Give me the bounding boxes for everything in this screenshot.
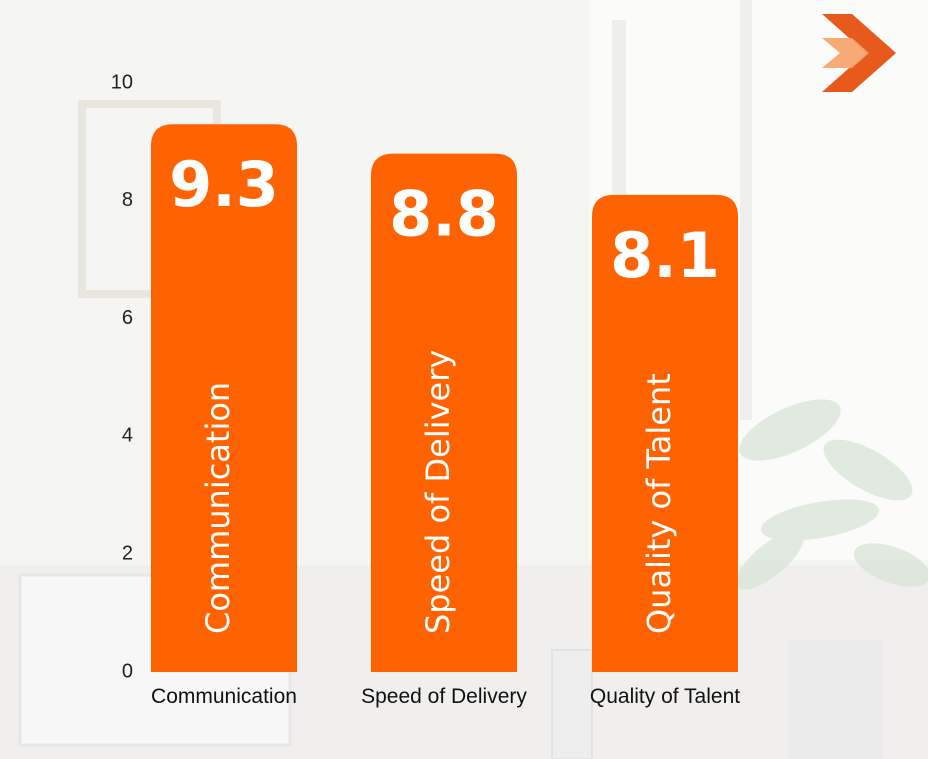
y-tick-label: 2: [122, 542, 133, 564]
y-tick-label: 10: [111, 71, 133, 93]
bars-group: 9.3 Communication 8.8 Speed of Delivery 8.1 Q…: [151, 124, 738, 673]
bar-category-label: Quality of Talent: [640, 373, 678, 634]
y-tick-label: 4: [122, 425, 133, 447]
bar-value-label: 8.8: [389, 178, 499, 251]
bar-value-label: 8.1: [610, 219, 720, 292]
bar: [371, 153, 517, 672]
bar-category-label: Communication: [199, 382, 237, 634]
x-tick-label: Speed of Delivery: [361, 685, 527, 708]
y-axis: 0 2 4 6 8 10: [111, 71, 133, 682]
bar: [151, 124, 297, 673]
bar-category-label: Speed of Delivery: [419, 350, 457, 634]
x-axis-labels: Communication Speed of Delivery Quality of…: [151, 685, 740, 708]
x-tick-label: Communication: [151, 685, 297, 708]
y-tick-label: 0: [122, 660, 133, 682]
bar-value-label: 9.3: [169, 148, 279, 221]
bar: [592, 194, 738, 672]
y-tick-label: 6: [122, 307, 133, 329]
x-tick-label: Quality of Talent: [590, 685, 740, 708]
y-tick-label: 8: [122, 189, 133, 211]
chevron-logo-icon: [822, 14, 896, 92]
